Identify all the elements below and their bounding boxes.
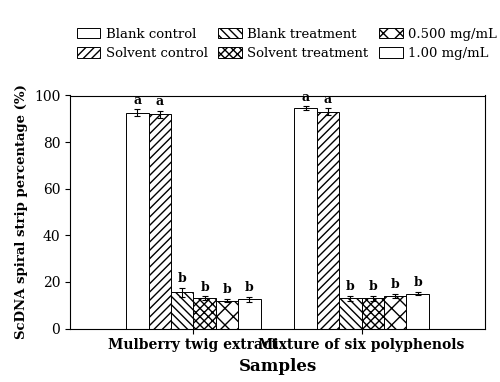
Bar xyxy=(126,113,148,329)
X-axis label: Samples: Samples xyxy=(238,358,316,375)
Text: a: a xyxy=(302,91,310,104)
Text: b: b xyxy=(200,280,209,293)
Text: b: b xyxy=(346,280,355,293)
Bar xyxy=(317,112,339,329)
Text: a: a xyxy=(156,95,164,108)
Text: b: b xyxy=(222,283,232,296)
Bar xyxy=(238,299,260,329)
Bar xyxy=(406,293,429,329)
Text: b: b xyxy=(414,276,422,289)
Text: b: b xyxy=(391,278,400,291)
Bar xyxy=(171,292,194,329)
Text: a: a xyxy=(324,92,332,105)
Y-axis label: ScDNA spiral strip percentage (%): ScDNA spiral strip percentage (%) xyxy=(16,84,28,340)
Bar xyxy=(194,298,216,329)
Bar xyxy=(216,301,238,329)
Bar xyxy=(294,108,317,329)
Text: b: b xyxy=(368,280,377,293)
Bar xyxy=(384,296,406,329)
Bar xyxy=(339,298,361,329)
Text: b: b xyxy=(245,281,254,294)
Bar xyxy=(148,114,171,329)
Legend: Blank control, Solvent control, Blank treatment, Solvent treatment, 0.500 mg/mL,: Blank control, Solvent control, Blank tr… xyxy=(76,28,497,60)
Text: a: a xyxy=(133,94,141,107)
Bar xyxy=(362,298,384,329)
Text: b: b xyxy=(178,272,186,285)
